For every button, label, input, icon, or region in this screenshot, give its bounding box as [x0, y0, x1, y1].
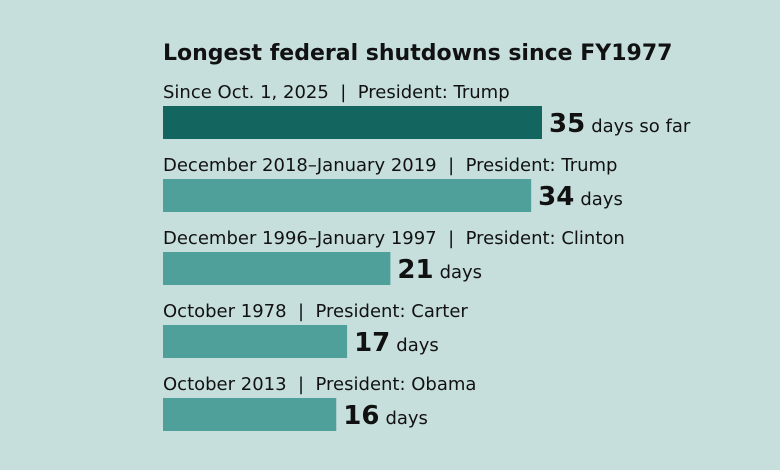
bar-value-unit: days — [385, 408, 428, 429]
bar-value-number: 34 — [538, 182, 574, 212]
bar — [163, 325, 348, 358]
bar-value-unit: days so far — [591, 116, 691, 137]
bar-value-label: 34 days — [538, 182, 623, 212]
bar-value-number: 16 — [343, 401, 379, 431]
bar-value-label: 35 days so far — [549, 109, 691, 139]
chart-title: Longest federal shutdowns since FY1977 — [163, 41, 672, 66]
bar-value-number: 35 — [549, 109, 585, 139]
bar — [163, 106, 542, 139]
bar-rows: Since Oct. 1, 2025 | President: Trump 35 d… — [163, 82, 691, 431]
bar-value-label: 17 days — [354, 328, 439, 358]
bar — [163, 398, 337, 431]
bar-value-label: 21 days — [397, 255, 482, 285]
bar-value-label: 16 days — [343, 401, 428, 431]
bar-category-label: October 1978 | President: Carter — [163, 301, 468, 322]
bar-value-unit: days — [580, 189, 623, 210]
bar-value-number: 17 — [354, 328, 390, 358]
bar-value-unit: days — [440, 262, 483, 283]
bar — [163, 179, 532, 212]
bar-category-label: Since Oct. 1, 2025 | President: Trump — [163, 82, 510, 103]
bar-value-unit: days — [396, 335, 439, 356]
bar-category-label: October 2013 | President: Obama — [163, 374, 476, 395]
bar-value-number: 21 — [397, 255, 433, 285]
bar-category-label: December 1996–January 1997 | President: … — [163, 228, 625, 249]
bar — [163, 252, 391, 285]
bar-category-label: December 2018–January 2019 | President: … — [163, 155, 617, 176]
